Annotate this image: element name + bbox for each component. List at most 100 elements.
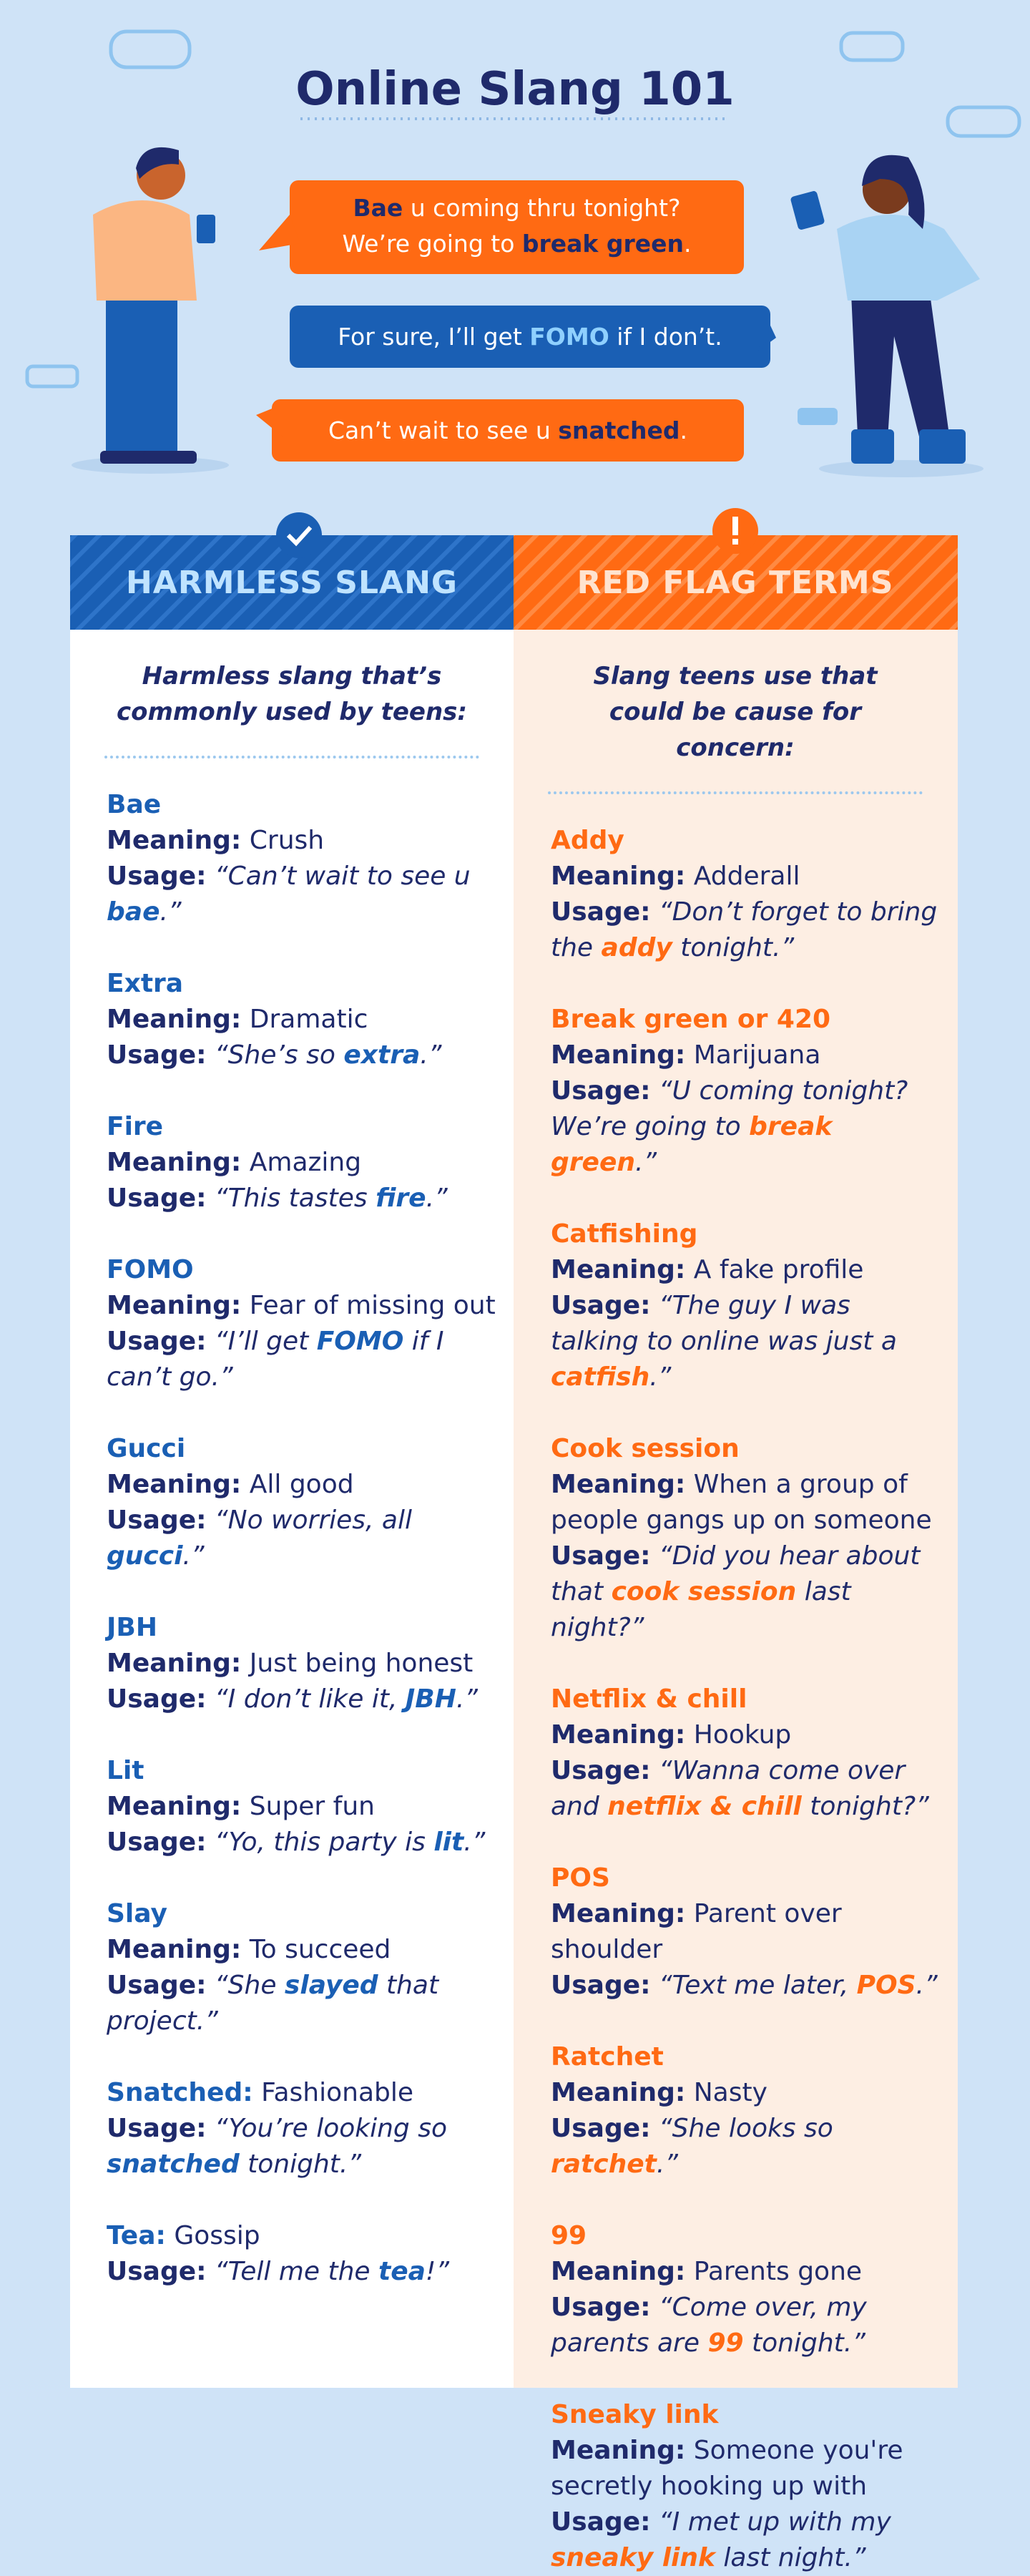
meaning-line: Meaning: All good (107, 1467, 499, 1503)
usage-label: Usage: (551, 1541, 651, 1571)
entry: 99 Meaning: Parents gone Usage: “Come over… (551, 2218, 946, 2361)
usage-highlight: JBH (405, 1684, 456, 1714)
meaning: Nasty (693, 2078, 767, 2107)
usage-text: .” (182, 1541, 205, 1571)
meaning: Adderall (693, 862, 800, 891)
column-bg (70, 630, 514, 2388)
usage-text: .” (160, 897, 182, 927)
meaning-label: Meaning: (107, 1148, 242, 1177)
usage-text: .” (649, 1362, 672, 1392)
meaning-label: Meaning: (551, 1470, 686, 1499)
term-line: Slay (107, 1896, 499, 1932)
usage-line: Usage: “Text me later, POS.” (551, 1968, 946, 2004)
usage-quote: “Can’t wait to see u bae.” (107, 862, 471, 927)
usage-quote: “Come over, my parents are 99 tonight.” (551, 2293, 867, 2358)
usage-highlight: ratchet (551, 2150, 657, 2179)
divider (548, 791, 923, 794)
term-line: Fire (107, 1109, 499, 1145)
usage-text: .” (916, 1971, 938, 2000)
usage-highlight: FOMO (316, 1327, 404, 1356)
usage-text: “Text me later, (659, 1971, 857, 2000)
usage-quote: “U coming tonight? We’re going to break … (551, 1076, 908, 1177)
bubble-line: Bae u coming thru tonight? (290, 190, 744, 226)
entry: Addy Meaning: Adderall Usage: “Don’t forge… (551, 823, 946, 966)
column-bg (514, 630, 958, 2388)
usage-highlight: gucci (107, 1541, 183, 1571)
usage-text: “This tastes (215, 1184, 376, 1213)
entry: Cook session Meaning: When a group of peo… (551, 1431, 946, 1646)
usage-text: “You’re looking so (215, 2114, 447, 2143)
usage-text: “Come over, my parents are (551, 2293, 867, 2358)
meaning-line: Meaning: Nasty (551, 2075, 946, 2111)
term-line: Tea: Gossip (107, 2218, 499, 2254)
usage-highlight: addy (601, 933, 672, 962)
meaning-label: Meaning: (551, 1040, 686, 1070)
usage-highlight: sneaky link (551, 2543, 715, 2572)
bubble-segment: if I don’t. (609, 323, 722, 351)
bubble-tail (751, 318, 775, 347)
term: POS (551, 1863, 610, 1893)
usage-quote: “Text me later, POS.” (659, 1971, 938, 2000)
usage-text: “Wanna come over and (551, 1756, 906, 1821)
term: Snatched: (107, 2078, 253, 2107)
usage-quote: “This tastes fire.” (215, 1184, 448, 1213)
alert-mark (732, 539, 738, 545)
term: Slay (107, 1899, 167, 1928)
term: Fire (107, 1112, 164, 1141)
bubble-segment: Can’t wait to see u (328, 416, 559, 444)
usage-text: “She looks so (659, 2114, 833, 2143)
term: Sneaky link (551, 2400, 719, 2429)
term-line: Break green or 420 (551, 1002, 946, 1038)
usage-line: Usage: “Tell me the tea!” (107, 2254, 499, 2290)
term: FOMO (107, 1255, 194, 1284)
usage-quote: “She slayed that project.” (107, 1971, 438, 2036)
bubble-segment: break green (521, 230, 685, 258)
term: Netflix & chill (551, 1684, 747, 1714)
meaning-label: Meaning: (107, 826, 242, 855)
usage-highlight: netflix & chill (607, 1792, 802, 1821)
usage-line: Usage: “Yo, this party is lit.” (107, 1825, 499, 1860)
meaning-label: Meaning: (551, 2257, 686, 2286)
column-subtitle: Harmless slang that’s commonly used by t… (116, 662, 467, 726)
usage-quote: “The guy I was talking to online was jus… (551, 1291, 897, 1392)
bubble-segment: u coming thru tonight? (403, 194, 681, 222)
title: Online Slang 101 (295, 63, 735, 116)
meaning-line: Meaning: Someone you're secretly hooking… (551, 2433, 946, 2504)
chat-icon (798, 408, 838, 425)
meaning-label: Meaning: (107, 1649, 242, 1678)
usage-text: “I’ll get (215, 1327, 317, 1356)
page: Online Slang 101 Bae u coming thru tonig… (25, 29, 1021, 2572)
bubble-segment: We’re going to (342, 230, 522, 258)
person-left (72, 147, 229, 474)
usage-text: .” (456, 1684, 478, 1714)
usage-highlight: lit (433, 1828, 464, 1857)
usage-text: tonight.” (672, 933, 795, 962)
check-icon (276, 512, 322, 558)
bubble-line: Can’t wait to see u snatched. (272, 413, 744, 449)
entry: Sneaky link Meaning: Someone you're secre… (551, 2397, 946, 2576)
meaning: Just being honest (249, 1649, 474, 1678)
entry: Lit Meaning: Super fun Usage: “Yo, this pa… (107, 1753, 499, 1860)
term-line: Ratchet (551, 2039, 946, 2075)
usage-text: if I can’t go.” (107, 1327, 444, 1392)
term-line: Lit (107, 1753, 499, 1789)
bubble-text: Bae u coming thru tonight? We’re going to… (290, 190, 744, 262)
bubble-line: For sure, I’ll get FOMO if I don’t. (290, 319, 770, 355)
term: Catfishing (551, 1219, 698, 1249)
entry: Bae Meaning: Crush Usage: “Can’t wait to s… (107, 787, 499, 930)
meaning-label: Meaning: (107, 1470, 242, 1499)
definition: Gossip (174, 2221, 260, 2250)
bubble-segment: . (684, 230, 692, 258)
bubble (290, 306, 770, 368)
term-line: Snatched: Fashionable (107, 2075, 499, 2111)
entry: Catfishing Meaning: A fake profile Usage: … (551, 1216, 946, 1395)
usage-highlight: slayed (284, 1971, 378, 2000)
usage-highlight: POS (856, 1971, 916, 2000)
entry: Tea: Gossip Usage: “Tell me the tea!” (107, 2218, 499, 2290)
usage-line: Usage: “Wanna come over and netflix & ch… (551, 1753, 946, 1825)
chat-icons (25, 29, 1021, 389)
bubble (290, 180, 744, 274)
term: Bae (107, 790, 162, 819)
meaning: Parent over shoulder (551, 1899, 842, 1964)
meaning-line: Meaning: Dramatic (107, 1002, 499, 1038)
